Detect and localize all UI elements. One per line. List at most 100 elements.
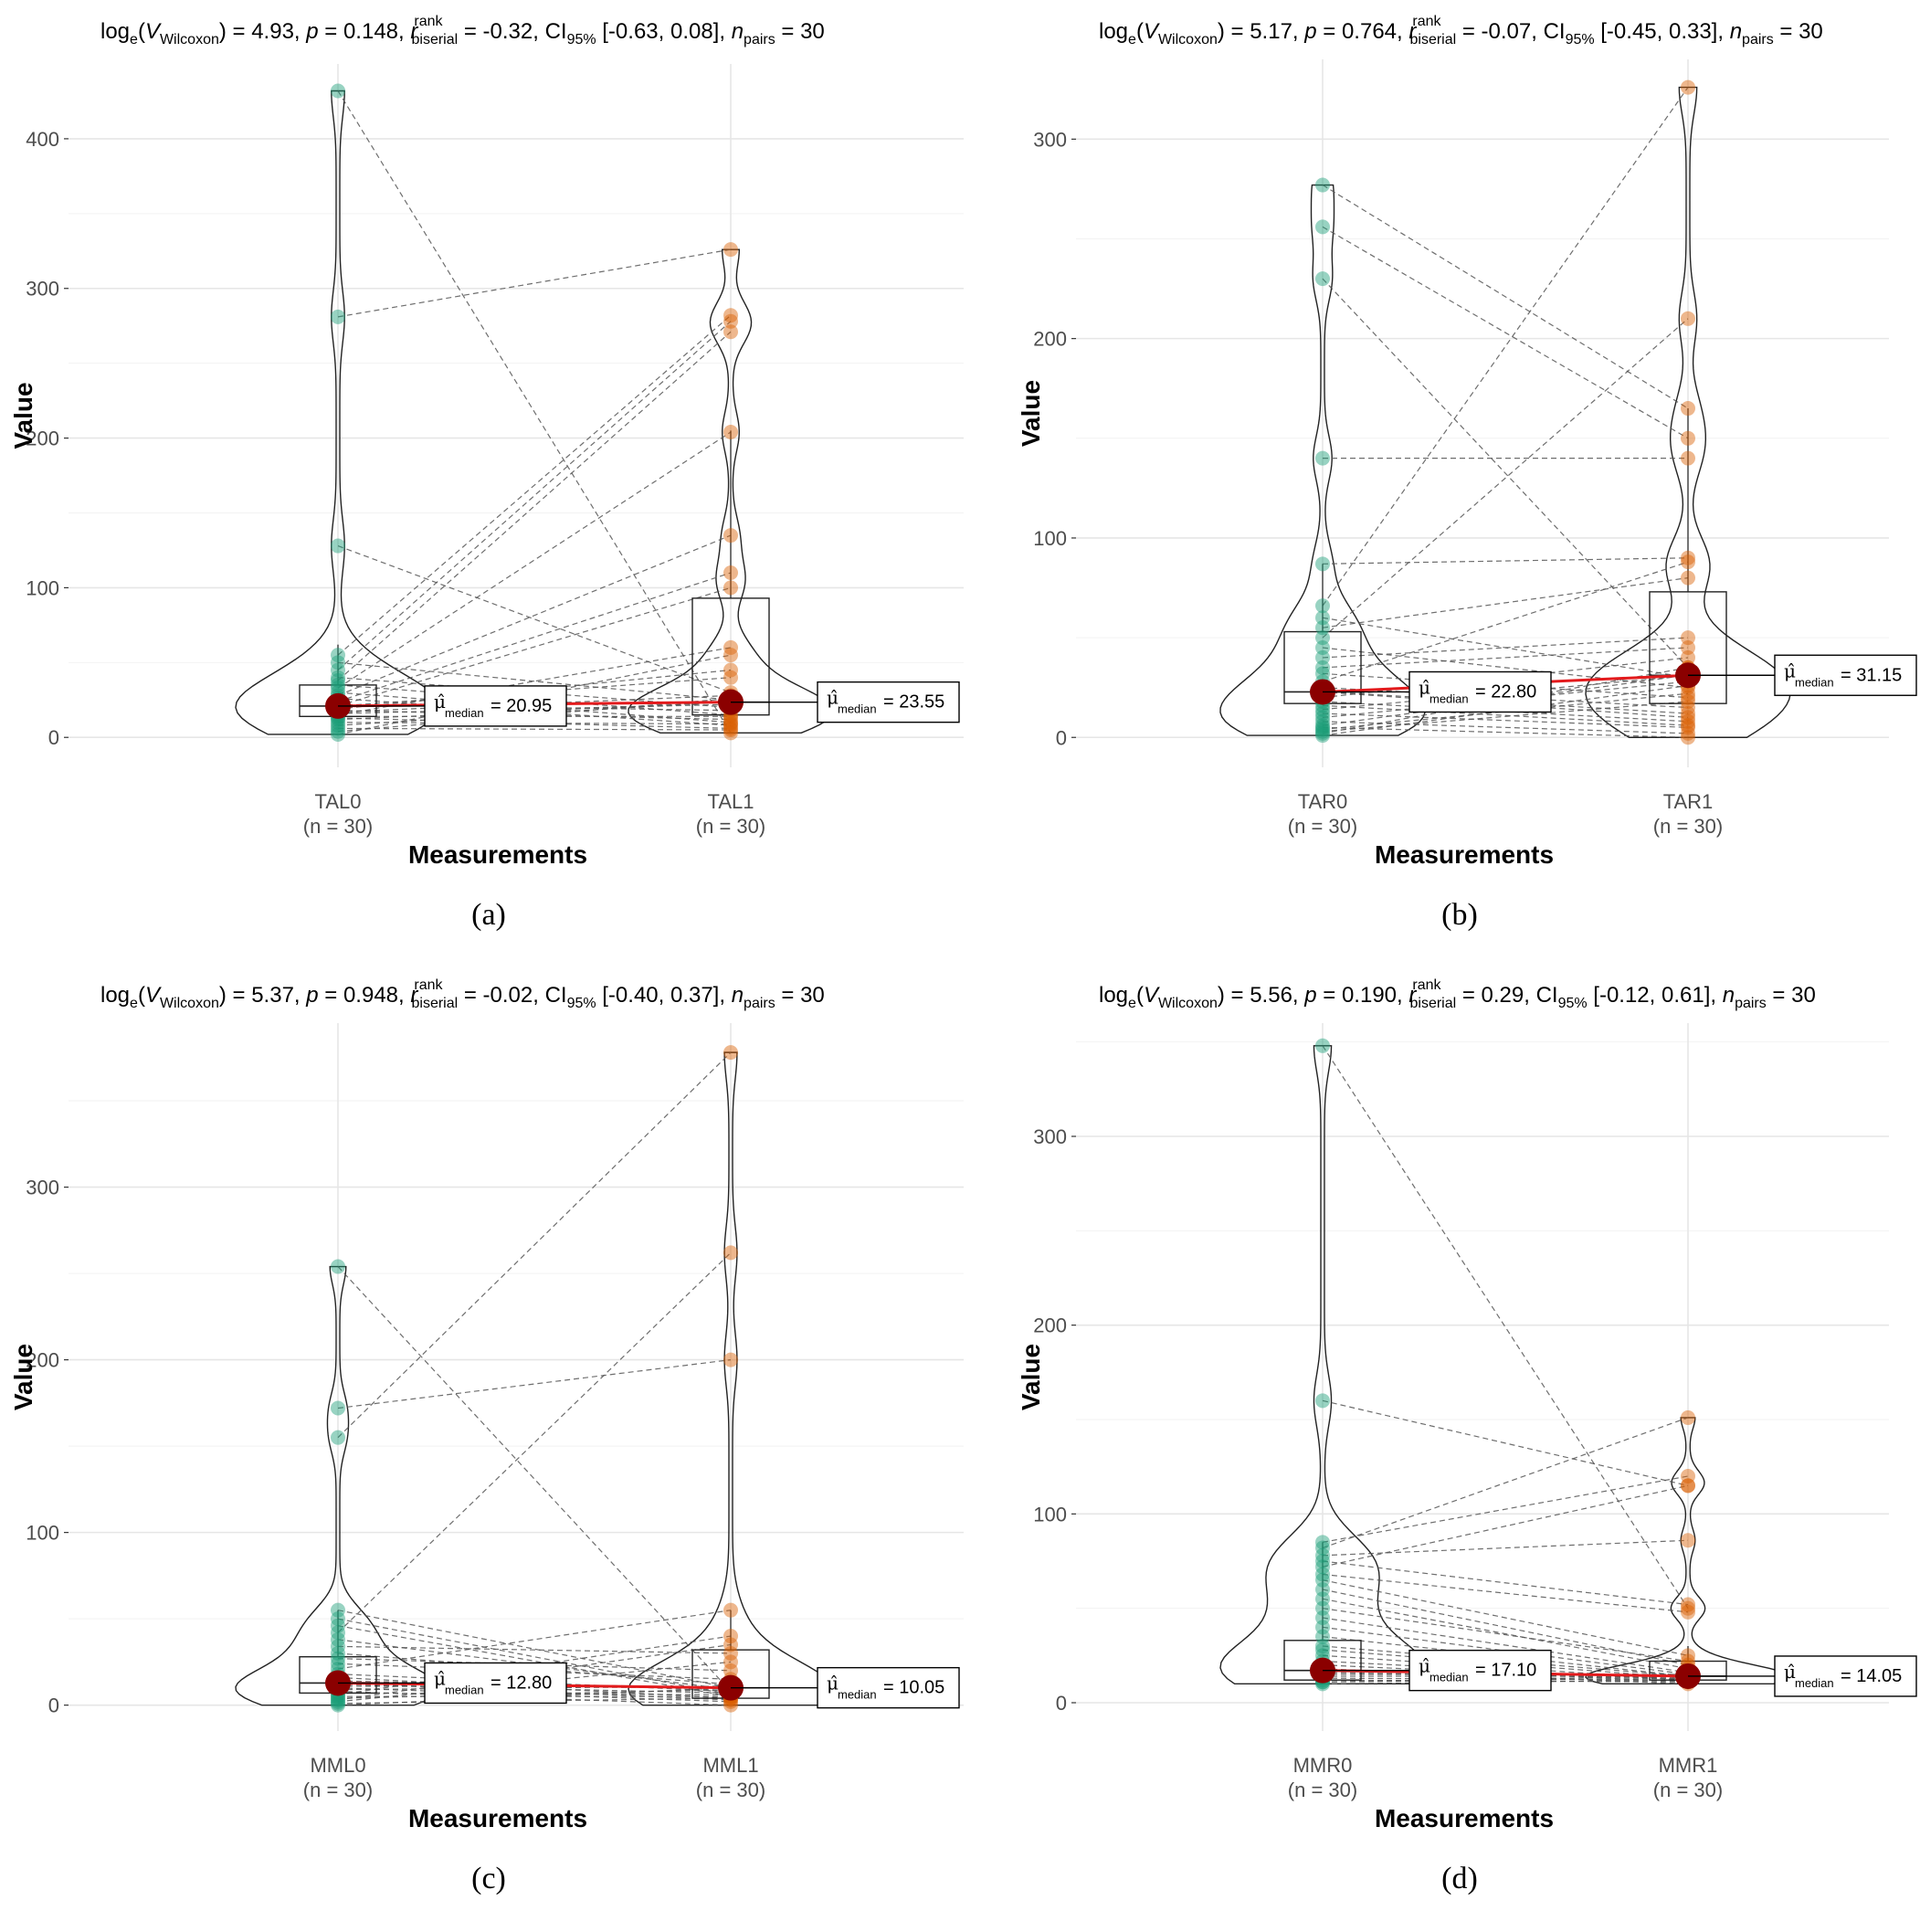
data-point bbox=[723, 565, 738, 581]
x-tick-label: TAR1 bbox=[1663, 790, 1714, 813]
paired-line bbox=[337, 647, 732, 716]
title-fragment: ( bbox=[138, 983, 145, 1008]
violin-mmr1 bbox=[1585, 1417, 1791, 1685]
data-point bbox=[331, 662, 345, 678]
data-point bbox=[723, 712, 738, 727]
data-point bbox=[1681, 718, 1695, 734]
title-fragment: p bbox=[1303, 19, 1316, 44]
data-point bbox=[1681, 79, 1695, 95]
y-tick-label: 200 bbox=[26, 428, 59, 450]
median-label-sub: median bbox=[445, 706, 484, 720]
y-tick-label: 0 bbox=[48, 726, 59, 749]
data-point bbox=[1681, 1533, 1695, 1548]
title-fragment: biserial bbox=[411, 996, 458, 1011]
panel-caption: (b) bbox=[1441, 898, 1478, 932]
data-point bbox=[331, 1692, 345, 1707]
paired-line bbox=[337, 586, 732, 707]
x-tick-n-label: (n = 30) bbox=[1653, 815, 1723, 838]
data-point bbox=[1315, 702, 1330, 717]
data-point bbox=[723, 425, 738, 440]
data-point bbox=[331, 1625, 345, 1641]
x-axis-label: Measurements bbox=[408, 1804, 587, 1832]
x-tick-label: MML1 bbox=[702, 1754, 758, 1777]
y-axis-label: Value bbox=[1017, 380, 1045, 447]
data-point bbox=[723, 1602, 738, 1618]
title-fragment: V bbox=[1144, 983, 1160, 1008]
title-fragment: ) = 5.56, bbox=[1218, 983, 1304, 1008]
data-point bbox=[723, 648, 738, 663]
paired-line bbox=[337, 654, 732, 735]
data-point bbox=[331, 1631, 345, 1647]
data-point bbox=[1315, 1620, 1330, 1635]
data-point bbox=[1315, 706, 1330, 722]
paired-line bbox=[1322, 721, 1689, 734]
data-point bbox=[331, 1430, 345, 1445]
data-point bbox=[331, 309, 345, 324]
data-point bbox=[1681, 700, 1695, 715]
data-point bbox=[1315, 177, 1330, 193]
data-point bbox=[331, 1694, 345, 1709]
title-fragment: e bbox=[1128, 32, 1136, 48]
x-tick-label: MML0 bbox=[310, 1754, 365, 1777]
data-point bbox=[723, 723, 738, 738]
title-fragment: e bbox=[130, 32, 138, 48]
violin-tar1 bbox=[1585, 86, 1791, 738]
data-point bbox=[723, 714, 738, 730]
paired-line bbox=[1322, 1399, 1689, 1486]
data-point bbox=[1315, 1610, 1330, 1625]
data-point bbox=[1681, 554, 1695, 570]
y-tick-label: 300 bbox=[26, 1177, 59, 1199]
median-label-mu: μ̂ bbox=[1784, 660, 1796, 681]
median-label-value: = 17.10 bbox=[1475, 1661, 1536, 1681]
data-point bbox=[723, 1645, 738, 1661]
title-fragment: = 30 bbox=[1767, 983, 1816, 1008]
paired-line bbox=[1322, 1617, 1689, 1673]
y-tick-label: 100 bbox=[1033, 527, 1067, 550]
title-fragment: ) = 5.37, bbox=[219, 983, 306, 1008]
data-point bbox=[331, 538, 345, 554]
data-point bbox=[331, 648, 345, 663]
grid-lines bbox=[1076, 59, 1889, 767]
data-point bbox=[1681, 710, 1695, 725]
y-axis-label: Value bbox=[9, 1344, 37, 1410]
paired-line bbox=[1322, 1539, 1689, 1557]
paired-line bbox=[1322, 647, 1689, 669]
title-fragment: r bbox=[1408, 983, 1417, 1008]
title-fragment: e bbox=[130, 996, 138, 1011]
data-point bbox=[723, 1352, 738, 1367]
data-point bbox=[1315, 1629, 1330, 1644]
paired-line bbox=[337, 1661, 732, 1703]
title-fragment: n bbox=[1730, 19, 1742, 44]
data-point bbox=[1315, 1567, 1330, 1582]
data-point bbox=[1315, 640, 1330, 656]
paired-line bbox=[337, 1051, 732, 1439]
paired-line bbox=[1322, 185, 1689, 409]
median-label-value: = 14.05 bbox=[1841, 1666, 1902, 1686]
title-fragment: n bbox=[732, 19, 744, 44]
paired-line bbox=[1322, 637, 1689, 659]
data-point bbox=[1681, 730, 1695, 745]
paired-lines bbox=[337, 90, 732, 735]
x-tick-n-label: (n = 30) bbox=[1653, 1779, 1723, 1801]
title-fragment: e bbox=[1128, 996, 1136, 1011]
x-tick-n-label: (n = 30) bbox=[1288, 815, 1357, 838]
data-point bbox=[1681, 570, 1695, 586]
panel-caption: (a) bbox=[471, 898, 506, 932]
y-tick-label: 100 bbox=[1033, 1503, 1067, 1526]
data-point bbox=[1315, 1559, 1330, 1575]
data-point bbox=[1315, 710, 1330, 725]
title-fragment: = 0.764, bbox=[1317, 19, 1409, 44]
paired-line bbox=[337, 1618, 732, 1695]
title-fragment: biserial bbox=[1409, 32, 1456, 48]
title-fragment: = -0.02, CI bbox=[458, 983, 566, 1008]
title-fragment: = 0.948, bbox=[319, 983, 411, 1008]
paired-line bbox=[337, 661, 732, 701]
median-label-sub: median bbox=[838, 1688, 877, 1702]
median-label-mu: μ̂ bbox=[434, 1667, 446, 1689]
data-point bbox=[1681, 630, 1695, 646]
violin-mml1 bbox=[628, 1051, 834, 1706]
violin-tar0 bbox=[1219, 184, 1426, 736]
data-point bbox=[1315, 271, 1330, 287]
